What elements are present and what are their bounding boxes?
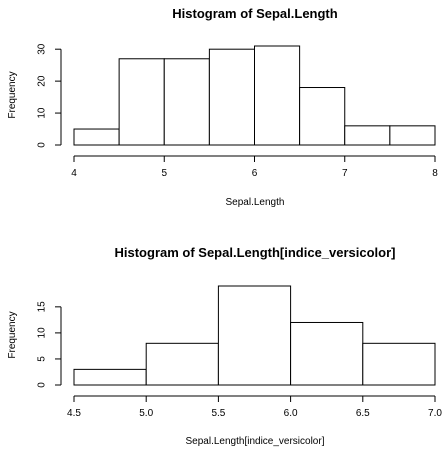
x-tick-label: 4.5 <box>67 408 81 419</box>
y-tick-label: 0 <box>37 142 48 148</box>
x-tick-label: 8 <box>432 168 438 179</box>
y-tick-label: 0 <box>37 382 48 388</box>
y-tick-label: 5 <box>37 356 48 362</box>
y-tick-label: 10 <box>37 327 48 339</box>
x-axis-label: Sepal.Length <box>226 197 285 208</box>
x-axis: 4.5 5.0 5.5 6.0 6.5 7.0 <box>67 395 442 419</box>
bars <box>73 45 436 146</box>
x-tick-label: 5 <box>161 168 167 179</box>
x-tick-label: 6 <box>252 168 258 179</box>
histogram-bar <box>73 128 120 146</box>
histogram-bar <box>290 321 364 386</box>
y-axis: 0 10 20 30 <box>37 43 62 148</box>
histogram-bar <box>254 45 301 146</box>
bars <box>73 285 436 386</box>
histogram-bar <box>118 58 165 146</box>
y-axis-label: Frequency <box>7 71 18 118</box>
histogram-bar <box>145 342 219 386</box>
x-axis: 4 5 6 7 8 <box>71 155 438 179</box>
y-axis: 0 5 10 15 <box>37 301 62 388</box>
x-tick-label: 7.0 <box>428 408 442 419</box>
y-tick-label: 20 <box>37 75 48 87</box>
histogram-bar <box>299 87 346 146</box>
histogram-bar <box>208 48 255 146</box>
histogram-bar <box>163 58 210 146</box>
histogram-panel-sepal-length: Histogram of Sepal.Length Sepal.Length F… <box>7 6 438 208</box>
histogram-bar <box>362 342 436 386</box>
x-tick-label: 6.5 <box>356 408 370 419</box>
histogram-panel-sepal-length-versicolor: Histogram of Sepal.Length[indice_versico… <box>7 245 442 447</box>
y-tick-label: 30 <box>37 43 48 55</box>
chart-title: Histogram of Sepal.Length <box>172 6 337 21</box>
x-tick-label: 6.0 <box>284 408 298 419</box>
x-tick-label: 5.0 <box>139 408 153 419</box>
histogram-bar <box>217 285 292 386</box>
x-axis-label: Sepal.Length[indice_versicolor] <box>186 436 325 447</box>
histogram-bar <box>344 125 391 146</box>
histogram-bar <box>73 368 147 386</box>
x-tick-label: 4 <box>71 168 77 179</box>
y-tick-label: 15 <box>37 301 48 313</box>
x-tick-label: 7 <box>342 168 348 179</box>
x-tick-label: 5.5 <box>211 408 225 419</box>
y-axis-label: Frequency <box>7 311 18 358</box>
chart-title: Histogram of Sepal.Length[indice_versico… <box>115 245 396 260</box>
histogram-bar <box>389 125 436 146</box>
y-tick-label: 10 <box>37 107 48 119</box>
